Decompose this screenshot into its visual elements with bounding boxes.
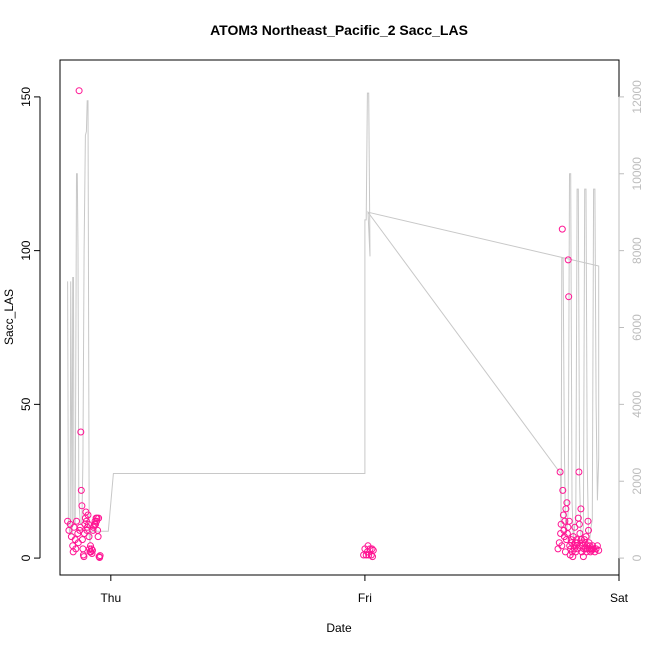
data-point (558, 225, 566, 233)
series-line-0 (67, 92, 600, 543)
data-point (87, 548, 95, 556)
data-point (77, 428, 85, 436)
data-point (559, 486, 567, 494)
y-axis-left: 0 50 100 150 (19, 87, 41, 561)
data-point (573, 536, 581, 544)
data-point (593, 542, 601, 550)
data-point (88, 545, 95, 553)
y-left-tick-label: 150 (19, 87, 33, 107)
data-point (89, 546, 96, 554)
data-point (564, 256, 572, 264)
data-point (585, 526, 592, 534)
y-right-tick-label: 4000 (630, 391, 644, 418)
points-layer (64, 87, 603, 561)
data-point (575, 468, 583, 476)
data-point (94, 533, 102, 541)
data-point (577, 505, 585, 513)
x-axis-label: Date (326, 621, 352, 635)
data-point (369, 546, 377, 554)
data-point (558, 542, 566, 550)
y-right-tick-label: 8000 (630, 237, 644, 264)
y-right-tick-label: 12000 (630, 80, 644, 114)
data-point (584, 517, 592, 525)
data-point (73, 517, 80, 525)
data-point (582, 533, 590, 541)
x-tick-label: Sat (610, 591, 629, 605)
x-tick-label: Fri (358, 591, 372, 605)
y-right-tick-label: 6000 (630, 314, 644, 341)
data-point (85, 533, 93, 541)
data-point (84, 511, 92, 519)
data-point (78, 536, 86, 544)
data-point (79, 545, 87, 553)
y-left-tick-label: 50 (19, 397, 33, 411)
y-right-tick-label: 0 (630, 554, 644, 561)
data-point (561, 517, 569, 525)
data-point (88, 550, 96, 557)
data-point (95, 514, 103, 522)
data-point (72, 545, 80, 553)
data-point (75, 87, 83, 95)
data-point (77, 486, 85, 494)
data-point (556, 468, 564, 476)
x-axis: Thu Fri Sat (100, 574, 629, 605)
data-point (559, 511, 567, 519)
data-point (565, 517, 573, 525)
data-point (565, 293, 573, 301)
y-right-tick-label: 10000 (630, 157, 644, 191)
data-point (369, 553, 376, 561)
y-axis-right: 0 2000 4000 6000 8000 10000 12000 (618, 80, 644, 561)
chart-title: ATOM3 Northeast_Pacific_2 Sacc_LAS (210, 22, 468, 38)
data-point (362, 551, 370, 559)
data-point (579, 553, 587, 561)
data-point (595, 546, 603, 554)
plot-frame (59, 59, 620, 576)
data-point (575, 520, 583, 528)
y-left-tick-label: 0 (19, 554, 33, 561)
y-right-tick-label: 2000 (630, 468, 644, 495)
data-point (554, 545, 562, 553)
data-point (563, 499, 571, 507)
data-point (368, 545, 376, 553)
data-point (576, 530, 584, 537)
x-tick-label: Thu (100, 591, 121, 605)
y-axis-label: Sacc_LAS (2, 289, 16, 345)
data-point (96, 552, 104, 560)
y-left-tick-label: 100 (19, 240, 33, 260)
data-point (80, 553, 88, 561)
secondary-line-layer (67, 92, 600, 543)
data-point (561, 548, 569, 556)
data-point (78, 502, 86, 510)
